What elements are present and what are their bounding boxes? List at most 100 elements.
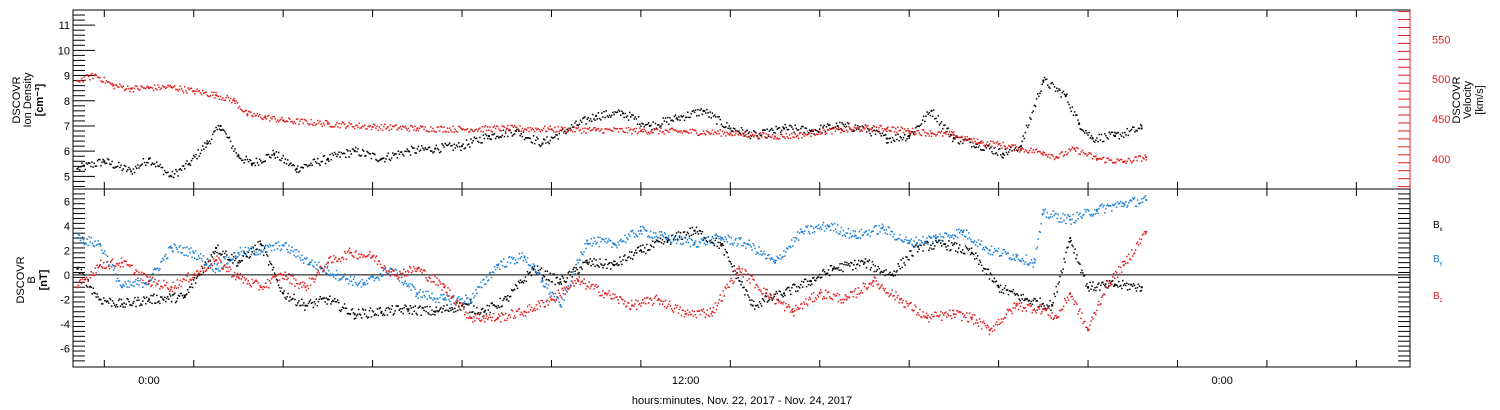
series-point bbox=[326, 267, 328, 269]
series-point bbox=[550, 281, 553, 283]
series-point bbox=[616, 111, 619, 113]
series-point bbox=[613, 113, 615, 116]
series-point bbox=[219, 259, 221, 261]
series-point bbox=[230, 258, 232, 260]
series-point bbox=[1122, 205, 1125, 208]
series-point bbox=[498, 306, 500, 309]
series-point bbox=[527, 127, 529, 129]
series-point bbox=[116, 85, 119, 88]
series-point bbox=[538, 129, 540, 131]
series-point bbox=[704, 133, 707, 136]
series-point bbox=[149, 301, 151, 303]
series-point bbox=[1039, 92, 1041, 95]
series-point bbox=[869, 128, 871, 130]
series-point bbox=[756, 135, 758, 138]
data-point bbox=[559, 281, 562, 284]
series-point bbox=[448, 298, 450, 301]
series-point bbox=[545, 283, 548, 285]
series-point bbox=[429, 297, 431, 299]
series-point bbox=[586, 242, 588, 245]
series-point bbox=[247, 280, 250, 282]
series-point bbox=[465, 311, 467, 313]
series-point bbox=[1092, 215, 1094, 217]
series-point bbox=[183, 278, 185, 281]
series-point bbox=[761, 254, 763, 256]
series-point bbox=[141, 304, 143, 306]
series-point bbox=[1064, 95, 1067, 98]
series-point bbox=[222, 250, 224, 253]
series-point bbox=[112, 302, 115, 304]
data-point bbox=[532, 267, 535, 270]
series-point bbox=[1111, 161, 1114, 164]
series-point bbox=[1087, 134, 1089, 136]
series-point bbox=[436, 310, 438, 312]
series-point bbox=[953, 137, 955, 139]
series-point bbox=[620, 128, 622, 130]
series-point bbox=[947, 235, 949, 238]
series-point bbox=[1032, 149, 1035, 151]
series-point bbox=[463, 129, 466, 131]
series-point bbox=[655, 239, 658, 241]
series-point bbox=[369, 153, 372, 155]
series-point bbox=[426, 298, 428, 301]
series-point bbox=[1000, 144, 1002, 147]
data-point bbox=[577, 280, 580, 283]
series-point bbox=[159, 163, 161, 166]
series-point bbox=[168, 290, 171, 292]
series-point bbox=[929, 247, 931, 249]
series-point bbox=[1029, 302, 1032, 305]
series-point bbox=[335, 269, 338, 272]
series-point bbox=[267, 264, 270, 266]
series-point bbox=[863, 231, 866, 234]
series-point bbox=[763, 132, 765, 135]
series-point bbox=[369, 250, 371, 253]
series-point bbox=[86, 238, 89, 240]
series-point bbox=[142, 158, 145, 160]
series-point bbox=[463, 147, 466, 150]
series-point bbox=[501, 305, 503, 308]
series-point bbox=[882, 134, 885, 137]
series-point bbox=[921, 128, 924, 131]
series-point bbox=[562, 277, 565, 279]
series-point bbox=[155, 302, 157, 304]
series-point bbox=[849, 232, 852, 235]
series-point bbox=[224, 131, 226, 133]
series-point bbox=[557, 138, 559, 140]
series-point bbox=[398, 309, 400, 311]
series-point bbox=[736, 271, 738, 274]
series-point bbox=[796, 231, 799, 233]
series-point bbox=[128, 286, 130, 288]
series-point bbox=[975, 142, 978, 144]
series-point bbox=[839, 231, 842, 233]
series-point bbox=[344, 278, 347, 281]
series-point bbox=[1078, 153, 1080, 155]
series-point bbox=[215, 126, 217, 129]
series-point bbox=[1054, 157, 1057, 159]
series-point bbox=[208, 264, 211, 267]
series-point bbox=[166, 257, 169, 259]
series-point bbox=[120, 164, 122, 167]
series-point bbox=[546, 287, 549, 289]
series-point bbox=[223, 99, 225, 102]
series-point bbox=[208, 95, 211, 98]
series-point bbox=[122, 283, 124, 286]
series-point bbox=[1059, 153, 1061, 155]
data-point bbox=[219, 124, 222, 127]
series-point bbox=[624, 254, 626, 256]
series-point bbox=[1009, 290, 1012, 293]
series-point bbox=[313, 280, 316, 283]
series-point bbox=[492, 304, 494, 306]
series-point bbox=[1138, 202, 1141, 205]
series-point bbox=[639, 123, 641, 126]
series-point bbox=[117, 299, 120, 302]
series-point bbox=[928, 112, 931, 114]
series-point bbox=[198, 90, 201, 92]
series-point bbox=[345, 307, 348, 310]
series-point bbox=[138, 284, 140, 286]
series-point bbox=[173, 287, 176, 289]
series-point bbox=[330, 255, 332, 258]
series-point bbox=[78, 272, 81, 274]
series-point bbox=[106, 255, 109, 257]
series-point bbox=[987, 144, 990, 146]
series-point bbox=[152, 295, 154, 297]
